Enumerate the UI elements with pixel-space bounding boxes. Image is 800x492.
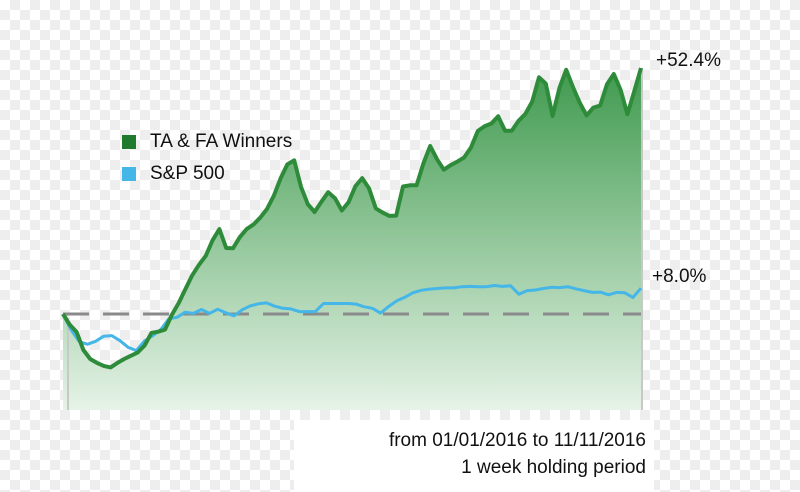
area-fill-group: [63, 68, 643, 410]
legend-item-ta-fa-winners: TA & FA Winners: [122, 126, 292, 158]
ta-fa-winners-area: [63, 68, 641, 410]
holding-period-text: 1 week holding period: [461, 457, 646, 478]
period-note: from 01/01/2016 to 11/11/2016 1 week hol…: [294, 420, 654, 492]
legend: TA & FA Winners S&P 500: [122, 126, 292, 190]
legend-label-ta-fa: TA & FA Winners: [150, 131, 293, 152]
ta-fa-end-label: +52.4%: [656, 50, 721, 71]
date-range-text: from 01/01/2016 to 11/11/2016: [388, 430, 646, 451]
ta-fa-winners-line: [61, 67, 643, 370]
legend-item-sp500: S&P 500: [122, 158, 292, 190]
legend-swatch-sp500: [122, 167, 136, 181]
sp500-end-label: +8.0%: [652, 266, 707, 287]
legend-label-sp500: S&P 500: [150, 163, 225, 184]
legend-swatch-ta-fa: [122, 135, 136, 149]
